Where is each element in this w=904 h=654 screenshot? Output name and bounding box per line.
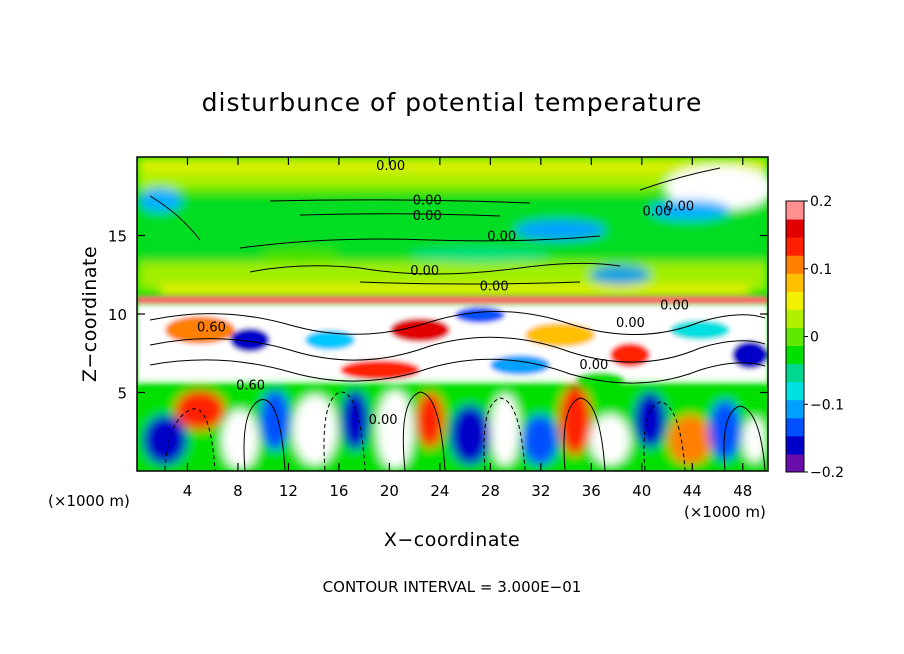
x-unit-right: (×1000 m) bbox=[684, 503, 766, 521]
colorbar-segment bbox=[786, 255, 804, 274]
y-tick-label: 15 bbox=[108, 228, 127, 246]
x-axis-label: X−coordinate bbox=[384, 529, 520, 551]
x-tick-label: 28 bbox=[481, 482, 500, 500]
colorbar-segment bbox=[786, 291, 804, 310]
colorbar-tick-label: 0 bbox=[810, 330, 819, 346]
field-band bbox=[137, 296, 768, 388]
x-tick-label: 48 bbox=[733, 482, 752, 500]
colorbar: −0.2 −0.1 0 0.1 0.2 bbox=[785, 194, 844, 481]
field-lower bbox=[137, 385, 768, 471]
contour-label: 0.00 bbox=[413, 193, 442, 208]
colorbar-segment bbox=[786, 219, 804, 238]
contour-label: 0.00 bbox=[642, 204, 671, 219]
y-axis-label: Z−coordinate bbox=[79, 246, 101, 382]
contour-label: 0.00 bbox=[410, 264, 439, 279]
contour-label: 0.00 bbox=[376, 159, 405, 174]
x-tick-label: 40 bbox=[632, 482, 651, 500]
colorbar-segment bbox=[786, 381, 804, 401]
x-tick-label: 16 bbox=[329, 482, 348, 500]
colorbar-segment bbox=[786, 417, 804, 437]
x-unit-left: (×1000 m) bbox=[48, 492, 130, 510]
x-tick-label: 32 bbox=[531, 482, 550, 500]
colorbar-segment bbox=[786, 327, 804, 347]
contour-label: 0.00 bbox=[660, 299, 689, 314]
x-tick-label: 8 bbox=[233, 482, 243, 500]
colorbar-segment bbox=[786, 309, 804, 328]
contour-lines bbox=[149, 167, 766, 471]
contour-label: 0.60 bbox=[197, 321, 226, 336]
colorbar-tick-label: 0.2 bbox=[810, 194, 832, 210]
plot-area: 0.000.000.000.000.000.000.000.000.000.00… bbox=[137, 157, 768, 471]
colorbar-segment bbox=[786, 273, 804, 292]
x-tick-label: 20 bbox=[380, 482, 399, 500]
colorbar-tick-label: 0.1 bbox=[810, 262, 832, 278]
x-tick-label: 44 bbox=[683, 482, 702, 500]
y-tick-label: 10 bbox=[108, 306, 127, 324]
colorbar-segment bbox=[786, 363, 804, 383]
contour-label: 0.00 bbox=[369, 413, 398, 428]
contour-label: 0.00 bbox=[579, 358, 608, 373]
colorbar-tick-label: −0.1 bbox=[810, 397, 844, 413]
contour-label: 0.00 bbox=[487, 230, 516, 245]
x-tick-label: 24 bbox=[430, 482, 449, 500]
contour-label: 0.00 bbox=[480, 280, 509, 295]
colorbar-segment bbox=[786, 435, 804, 455]
x-tick-label: 12 bbox=[279, 482, 298, 500]
colorbar-segment bbox=[786, 453, 804, 473]
y-tick-label: 5 bbox=[117, 385, 127, 403]
colorbar-segment bbox=[786, 237, 804, 256]
colorbar-segment bbox=[786, 201, 804, 220]
contour-interval-note: CONTOUR INTERVAL = 3.000E−01 bbox=[323, 578, 582, 596]
colorbar-tick-label: −0.2 bbox=[810, 465, 844, 481]
field-upper bbox=[137, 157, 768, 297]
contour-label: 0.00 bbox=[665, 200, 694, 215]
x-tick-label: 36 bbox=[582, 482, 601, 500]
x-axis: 4 8 12 16 20 24 28 32 36 40 44 48 bbox=[183, 157, 752, 500]
x-tick-label: 4 bbox=[183, 482, 193, 500]
colorbar-segment bbox=[786, 345, 804, 365]
colorbar-segment bbox=[786, 399, 804, 419]
contour-label: 0.60 bbox=[236, 379, 265, 394]
y-axis: 5 10 15 bbox=[108, 228, 768, 403]
contour-label: 0.00 bbox=[413, 209, 442, 224]
chart-title: disturbunce of potential temperature bbox=[202, 88, 703, 117]
contour-label: 0.00 bbox=[616, 316, 645, 331]
contour-labels: 0.000.000.000.000.000.000.000.000.000.00… bbox=[197, 159, 694, 428]
